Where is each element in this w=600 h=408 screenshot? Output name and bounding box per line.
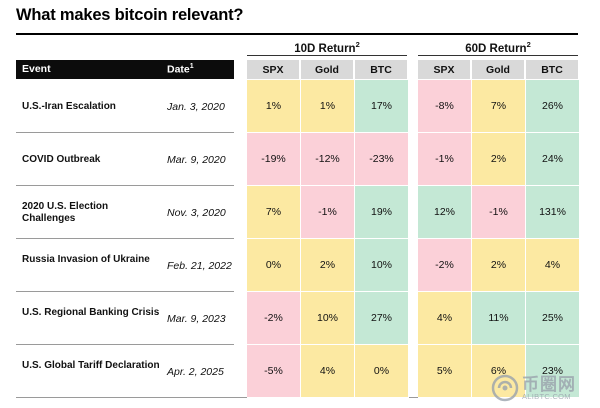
event-name: Russia Invasion of Ukraine — [22, 253, 150, 265]
cell-60d-gold: 7% — [472, 80, 526, 133]
cell-60d-btc: 131% — [526, 186, 580, 239]
watermark-brand: 币圈网 — [522, 375, 576, 394]
watermark: 币圈网 ALIBTC.COM — [490, 370, 594, 406]
cell-60d-gold: 2% — [472, 133, 526, 186]
cell-10d-gold: 10% — [301, 292, 355, 345]
row-divider — [16, 238, 234, 239]
cell-60d-spx: -8% — [418, 80, 472, 133]
row-divider — [16, 344, 234, 345]
group-label-10d: 10D Return2 — [294, 40, 360, 55]
col-head-60d-spx: SPX — [418, 60, 470, 79]
row-divider — [16, 185, 234, 186]
watermark-url: ALIBTC.COM — [522, 392, 571, 401]
cell-10d-btc: -23% — [355, 133, 409, 186]
cell-60d-btc: 25% — [526, 292, 580, 345]
group-rule-60d — [418, 55, 578, 56]
cell-60d-gold: -1% — [472, 186, 526, 239]
cell-10d-btc: 19% — [355, 186, 409, 239]
cell-10d-btc: 0% — [355, 345, 409, 398]
cell-60d-btc: 26% — [526, 80, 580, 133]
event-date: Nov. 3, 2020 — [167, 206, 226, 219]
cell-10d-gold: 1% — [301, 80, 355, 133]
cell-10d-btc: 10% — [355, 239, 409, 292]
cell-10d-spx: 0% — [247, 239, 301, 292]
cell-60d-spx: -1% — [418, 133, 472, 186]
title-rule — [16, 33, 578, 35]
event-date: Feb. 21, 2022 — [167, 259, 232, 272]
cell-10d-spx: -5% — [247, 345, 301, 398]
header-bar — [16, 60, 234, 79]
group-rule-10d — [247, 55, 407, 56]
cell-60d-btc: 23% — [526, 345, 580, 398]
event-date: Jan. 3, 2020 — [167, 100, 225, 113]
cell-60d-spx: -2% — [418, 239, 472, 292]
col-head-10d-btc: BTC — [355, 60, 407, 79]
cell-60d-gold: 11% — [472, 292, 526, 345]
cell-10d-gold: 4% — [301, 345, 355, 398]
cell-10d-gold: -12% — [301, 133, 355, 186]
event-name: COVID Outbreak — [22, 153, 101, 165]
cell-60d-gold: 2% — [472, 239, 526, 292]
row-divider — [16, 132, 234, 133]
col-head-10d-spx: SPX — [247, 60, 299, 79]
cell-10d-spx: 7% — [247, 186, 301, 239]
event-name: 2020 U.S. Election Challenges — [22, 200, 109, 224]
cell-10d-gold: -1% — [301, 186, 355, 239]
cell-60d-spx: 5% — [418, 345, 472, 398]
cell-10d-btc: 17% — [355, 80, 409, 133]
event-name: U.S. Global Tariff Declaration — [22, 359, 160, 371]
cell-10d-spx: -2% — [247, 292, 301, 345]
header-event: Event — [22, 63, 51, 75]
cell-10d-gold: 2% — [301, 239, 355, 292]
event-name: U.S.-Iran Escalation — [22, 100, 116, 112]
col-head-60d-btc: BTC — [526, 60, 578, 79]
header-date: Date1 — [167, 63, 194, 76]
col-head-10d-gold: Gold — [301, 60, 353, 79]
swirl-logo-icon — [491, 374, 519, 402]
event-date: Apr. 2, 2025 — [167, 365, 224, 378]
event-date: Mar. 9, 2020 — [167, 153, 226, 166]
cell-60d-spx: 4% — [418, 292, 472, 345]
event-name: U.S. Regional Banking Crisis — [22, 306, 160, 318]
col-head-60d-gold: Gold — [472, 60, 524, 79]
cell-10d-spx: -19% — [247, 133, 301, 186]
cell-10d-btc: 27% — [355, 292, 409, 345]
cell-60d-spx: 12% — [418, 186, 472, 239]
cell-10d-spx: 1% — [247, 80, 301, 133]
page-title: What makes bitcoin relevant? — [16, 6, 244, 24]
cell-60d-btc: 24% — [526, 133, 580, 186]
group-label-60d: 60D Return2 — [465, 40, 531, 55]
event-date: Mar. 9, 2023 — [167, 312, 226, 325]
cell-60d-btc: 4% — [526, 239, 580, 292]
row-divider — [16, 291, 234, 292]
